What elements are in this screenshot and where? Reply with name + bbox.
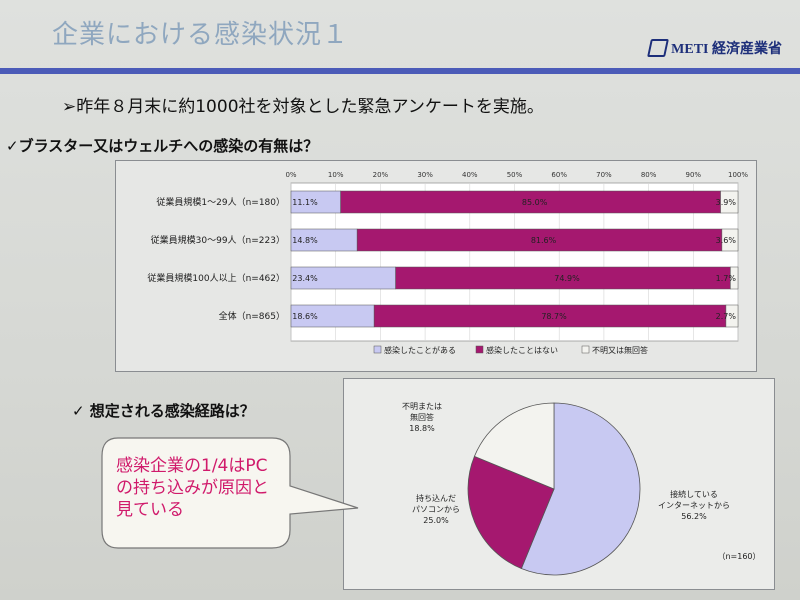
x-tick-label: 0% xyxy=(285,171,296,179)
x-tick-label: 70% xyxy=(596,171,612,179)
category-label: 全体（n=865） xyxy=(219,310,285,322)
callout-bubble xyxy=(101,437,359,549)
data-label: 3.9% xyxy=(716,198,737,207)
x-tick-label: 10% xyxy=(328,171,344,179)
pie-label: 持ち込んだ xyxy=(416,493,456,503)
callout-line: 感染企業の1/4はPC xyxy=(116,456,268,476)
data-label: 2.7% xyxy=(716,312,737,321)
data-label: 11.1% xyxy=(292,198,318,207)
meti-logo: METI 経済産業省 xyxy=(647,38,782,58)
pie-value-label: 18.8% xyxy=(409,424,435,433)
bar-question: ✓ブラスター又はウェルチへの感染の有無は？ xyxy=(6,137,319,155)
category-label: 従業員規模30～99人（n=223） xyxy=(151,234,285,246)
logo-text: METI 経済産業省 xyxy=(671,42,782,57)
meti-logo-icon xyxy=(647,39,670,57)
bar-chart-panel: 0% 10% 20% 30% 40% 50% 60% 70% 80% 90% 100% 従業員規模1～… xyxy=(115,160,757,372)
pie-question: ✓ 想定される感染経路は？ xyxy=(72,402,255,420)
callout-line: の持ち込みが原因と xyxy=(116,478,269,498)
pie-slice xyxy=(520,402,641,576)
x-tick-label: 20% xyxy=(373,171,389,179)
bar-segment xyxy=(721,228,739,252)
legend-swatch xyxy=(475,345,484,354)
callout-line: 見ている xyxy=(116,500,184,520)
data-label: 1.7% xyxy=(716,274,737,283)
x-tick-label: 50% xyxy=(507,171,523,179)
title-rule xyxy=(0,68,800,74)
legend-swatch xyxy=(373,345,382,354)
bar-segment xyxy=(730,266,739,290)
callout-text: 感染企業の1/4はPC の持ち込みが原因と 見ている xyxy=(116,455,296,521)
pie-label: 不明または xyxy=(402,402,442,411)
data-label: 14.8% xyxy=(292,236,318,245)
data-label: 18.6% xyxy=(292,312,318,321)
data-label: 3.6% xyxy=(716,236,737,245)
legend-label: 不明又は無回答 xyxy=(592,345,648,355)
category-label: 従業員規模100人以上（n=462） xyxy=(147,272,285,284)
data-label: 81.6% xyxy=(531,236,557,245)
stacked-bar-chart: 0% 10% 20% 30% 40% 50% 60% 70% 80% 90% 100% 従業員規模1～… xyxy=(147,171,748,355)
data-label: 74.9% xyxy=(554,274,580,283)
data-label: 78.7% xyxy=(541,312,567,321)
x-tick-label: 90% xyxy=(686,171,702,179)
x-tick-label: 80% xyxy=(641,171,657,179)
pie-value-label: 56.2% xyxy=(681,512,707,521)
legend-label: 感染したことがある xyxy=(384,345,456,355)
bar-segment xyxy=(725,304,739,328)
x-tick-label: 100% xyxy=(728,171,748,179)
x-tick-label: 40% xyxy=(462,171,478,179)
pie-label: 無回答 xyxy=(410,412,434,422)
data-label: 23.4% xyxy=(292,274,318,283)
pie-value-label: 25.0% xyxy=(423,516,449,525)
x-tick-label: 30% xyxy=(417,171,433,179)
slide-title: 企業における感染状況１ xyxy=(52,20,350,50)
pie-label: インターネットから xyxy=(658,501,730,510)
pie-slice xyxy=(473,402,555,490)
legend-swatch xyxy=(581,345,590,354)
pie-chart-panel: 接続しているインターネットから 56.2% 持ち込んだパソコンから 25.0% 不明また… xyxy=(343,378,775,590)
pie-label: パソコンから xyxy=(412,505,460,514)
category-label: 従業員規模1～29人（n=180） xyxy=(156,196,285,208)
bar-segment xyxy=(720,190,739,214)
lead-text: ➢昨年８月末に約1000社を対象とした緊急アンケートを実施。 xyxy=(62,97,544,117)
pie-slice xyxy=(467,455,555,570)
legend-label: 感染したことはない xyxy=(486,345,558,355)
x-tick-label: 60% xyxy=(551,171,567,179)
sample-size-note: （n=160） xyxy=(717,552,760,561)
data-label: 85.0% xyxy=(522,198,548,207)
pie-label: 接続している xyxy=(670,489,718,499)
